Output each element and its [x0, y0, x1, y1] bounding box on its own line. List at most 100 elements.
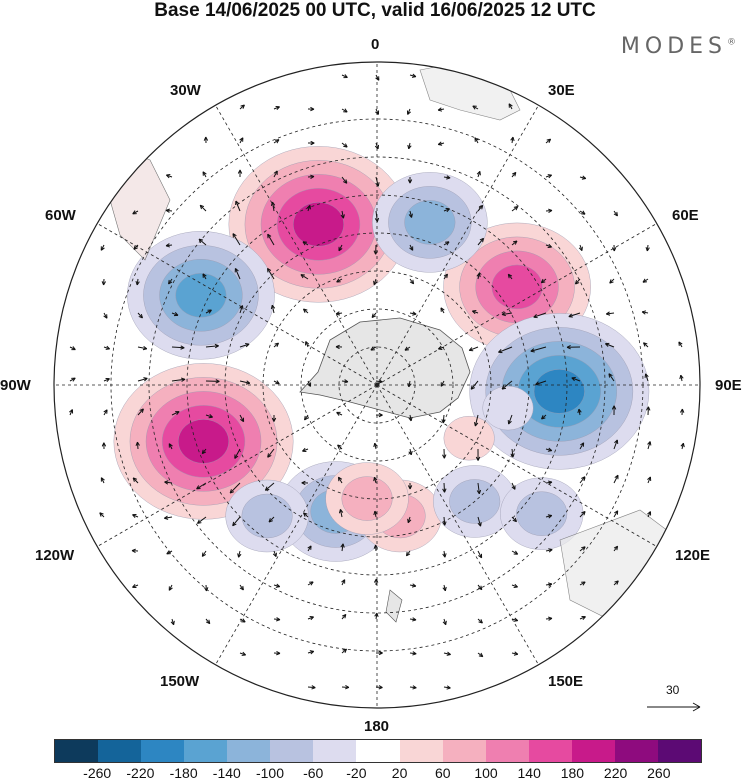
colorbar-tick-label: 180	[560, 765, 585, 781]
anomaly-center	[127, 231, 275, 360]
wind-arrow	[168, 278, 173, 285]
anomaly-field	[113, 146, 650, 562]
wind-arrow	[579, 210, 586, 215]
anomaly-contour	[482, 385, 534, 431]
wind-arrow	[545, 243, 552, 248]
wind-arrow	[566, 345, 581, 350]
wind-arrow	[407, 142, 412, 150]
wind-arrow	[545, 208, 553, 213]
wind-arrow	[405, 550, 411, 557]
wind-arrow	[545, 548, 553, 553]
wind-arrow	[232, 516, 241, 527]
colorbar-tick-label: -60	[303, 765, 324, 781]
wind-arrow	[171, 345, 185, 350]
wind-arrow	[239, 584, 244, 591]
wind-arrow	[131, 548, 139, 554]
wind-arrow	[239, 618, 246, 623]
colorbar-swatch	[356, 740, 400, 762]
wind-arrow	[373, 578, 379, 586]
wind-arrow	[336, 411, 343, 416]
wind-arrow	[437, 345, 445, 350]
reference-vector: 30	[640, 683, 710, 713]
latitude-circle	[186, 194, 568, 576]
wind-arrow	[341, 74, 348, 79]
colorbar-swatch	[55, 740, 99, 762]
wind-arrow	[511, 550, 519, 555]
colorbar-swatch	[485, 740, 529, 762]
lon-label-60e: 60E	[672, 207, 699, 224]
wind-arrow	[270, 201, 276, 212]
wind-arrow	[408, 414, 413, 422]
wind-arrow	[69, 346, 76, 351]
wind-arrow	[407, 176, 413, 184]
wind-arrow	[337, 476, 343, 484]
wind-arrow	[337, 444, 343, 450]
wind-arrow	[268, 516, 275, 523]
colorbar-tick-label: 60	[435, 765, 451, 781]
wind-arrow	[232, 233, 241, 246]
wind-arrow	[205, 618, 211, 625]
wind-arrow	[133, 244, 139, 250]
wind-arrow	[205, 414, 213, 419]
anomaly-contour	[533, 369, 585, 414]
wind-arrow	[443, 241, 450, 246]
wind-arrow	[477, 204, 484, 212]
lon-label-120e: 120E	[675, 547, 711, 564]
colorbar	[54, 739, 702, 763]
colorbar-swatch	[98, 740, 142, 762]
wind-arrow	[442, 448, 447, 459]
wind-arrow	[501, 311, 513, 317]
wind-arrow	[373, 544, 378, 552]
wind-arrow	[501, 380, 513, 390]
wind-arrow	[578, 244, 583, 252]
anomaly-contour	[404, 200, 456, 245]
wind-arrow	[545, 447, 553, 452]
wind-arrow	[533, 312, 547, 319]
wind-arrow	[579, 615, 586, 620]
colorbar-tick-label: 140	[517, 765, 541, 781]
wind-arrow	[168, 443, 173, 450]
wind-arrow	[641, 310, 649, 315]
wind-arrow	[510, 136, 515, 144]
wind-arrow	[132, 583, 139, 589]
wind-arrow	[199, 204, 207, 212]
wind-arrow	[579, 510, 586, 518]
wind-arrow	[340, 543, 345, 552]
wind-arrow	[239, 651, 247, 656]
wind-arrow	[645, 244, 650, 252]
colorbar-swatch	[141, 740, 185, 762]
wind-arrow	[611, 244, 617, 252]
wind-arrow	[437, 107, 445, 112]
wind-arrow	[511, 171, 517, 178]
wind-arrow	[442, 516, 447, 526]
wind-arrow	[99, 512, 105, 518]
wind-arrow	[103, 312, 108, 319]
wind-arrow	[477, 652, 484, 658]
wind-arrow	[166, 550, 173, 555]
wind-arrow	[375, 74, 380, 81]
wind-arrow	[204, 584, 209, 592]
wind-arrow	[341, 685, 350, 690]
wind-arrow	[680, 442, 685, 450]
wind-arrow	[267, 448, 275, 458]
wind-arrow	[341, 579, 346, 586]
wind-arrow	[69, 377, 76, 382]
new-zealand-land	[385, 589, 403, 623]
colorbar-tick-label: -20	[346, 765, 367, 781]
lon-label-90e: 90E	[715, 377, 742, 394]
wind-arrow	[406, 108, 411, 115]
wind-arrow	[613, 474, 619, 484]
wind-arrow	[307, 685, 316, 690]
wind-arrow	[132, 210, 139, 215]
brand-logo: MODES®	[621, 34, 736, 59]
wind-arrow	[307, 174, 315, 179]
registered-mark: ®	[727, 37, 736, 48]
wind-arrow	[273, 105, 280, 111]
wind-arrow	[340, 210, 345, 219]
wind-arrow	[100, 477, 105, 484]
wind-arrow	[579, 175, 587, 180]
wind-arrow	[408, 210, 413, 218]
lon-label-150w: 150W	[160, 673, 200, 690]
wind-arrow	[442, 618, 447, 626]
wind-arrow	[374, 210, 380, 223]
